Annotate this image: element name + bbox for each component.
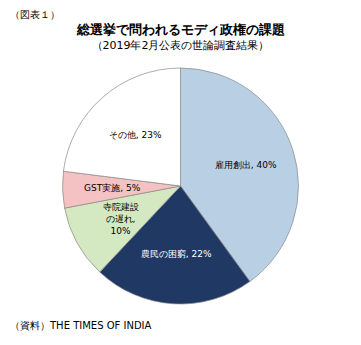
html-text:（図表１）: （図表１） [10, 9, 60, 20]
svg-text:GST実施, 5%: GST実施, 5% [84, 183, 141, 193]
html-text:（資料）THE TIMES OF INDIA: （資料）THE TIMES OF INDIA [10, 320, 152, 331]
html-text:総選挙で問われるモディ政権の課題: 総選挙で問われるモディ政権の課題 [76, 22, 285, 37]
svg-text:雇用創出, 40%: 雇用創出, 40% [215, 160, 277, 170]
html-text:（2019年2月公表の世論調査結果）: （2019年2月公表の世論調査結果） [91, 39, 270, 52]
svg-text:農民の困窮, 22%: 農民の困窮, 22% [141, 249, 212, 259]
svg-text:寺院建設の遅れ,10%: 寺院建設の遅れ,10% [103, 202, 139, 236]
svg-text:その他, 23%: その他, 23% [109, 130, 162, 140]
